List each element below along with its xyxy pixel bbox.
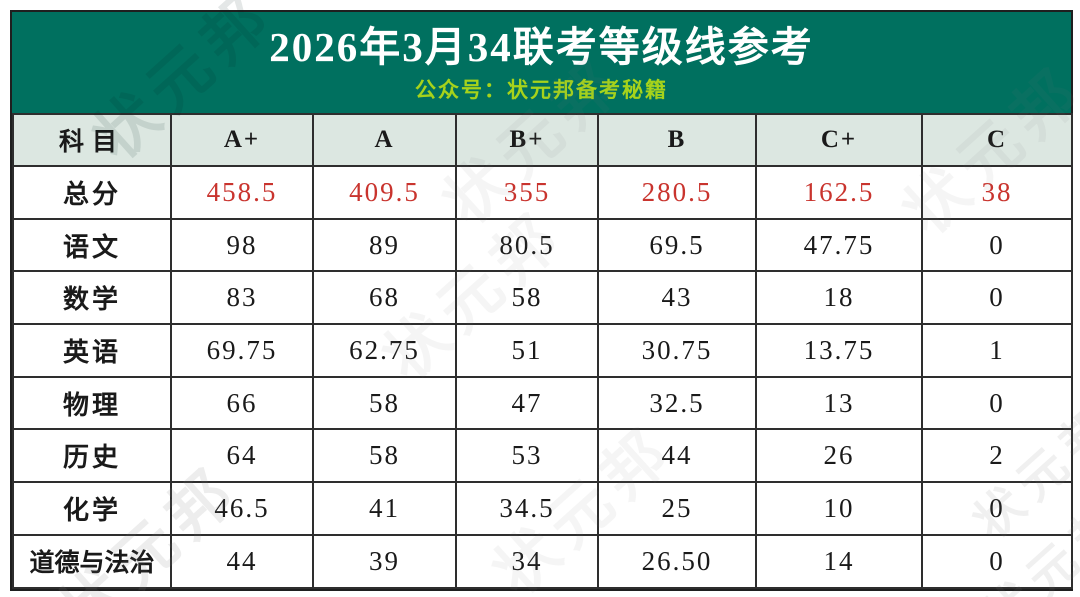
score-cell: 89 (312, 217, 457, 273)
subject-cell: 化学 (12, 481, 172, 536)
score-cell: 43 (597, 270, 757, 326)
score-cell: 0 (921, 217, 1073, 273)
score-cell: 98 (170, 217, 314, 273)
subject-cell: 物理 (12, 375, 172, 431)
score-cell: 66 (170, 375, 314, 431)
score-cell: 34 (455, 533, 599, 589)
score-cell: 30.75 (597, 323, 757, 378)
table-row: 英语 69.75 62.75 51 30.75 13.75 1 (12, 323, 1073, 378)
score-cell: 44 (597, 428, 757, 484)
subject-cell: 数学 (12, 270, 172, 326)
score-cell: 1 (921, 323, 1073, 378)
score-cell: 10 (755, 481, 923, 536)
page-title: 2026年3月34联考等级线参考 (269, 24, 814, 70)
score-cell: 18 (755, 270, 923, 326)
grade-table: 科目 A+ A B+ B C+ C 总分 458.5 409.5 355 280.5 16… (12, 113, 1073, 589)
score-cell: 0 (921, 533, 1073, 589)
score-cell: 355 (455, 165, 599, 220)
subject-cell: 道德与法治 (12, 533, 172, 589)
score-cell: 0 (921, 375, 1073, 431)
score-cell: 47.75 (755, 217, 923, 273)
table-row: 数学 83 68 58 43 18 0 (12, 270, 1073, 326)
subject-cell: 历史 (12, 428, 172, 484)
score-cell: 0 (921, 270, 1073, 326)
score-cell: 58 (455, 270, 599, 326)
table-row: 语文 98 89 80.5 69.5 47.75 0 (12, 217, 1073, 273)
column-header-c: C (921, 113, 1073, 167)
score-cell: 41 (312, 481, 457, 536)
table-row: 历史 64 58 53 44 26 2 (12, 428, 1073, 484)
score-cell: 280.5 (597, 165, 757, 220)
score-cell: 26 (755, 428, 923, 484)
score-cell: 47 (455, 375, 599, 431)
table-row: 总分 458.5 409.5 355 280.5 162.5 38 (12, 165, 1073, 220)
score-cell: 409.5 (312, 165, 457, 220)
score-cell: 14 (755, 533, 923, 589)
table-row: 物理 66 58 47 32.5 13 0 (12, 375, 1073, 431)
column-header-b: B (597, 113, 757, 167)
subject-cell: 语文 (12, 217, 172, 273)
score-cell: 26.50 (597, 533, 757, 589)
score-cell: 25 (597, 481, 757, 536)
score-cell: 458.5 (170, 165, 314, 220)
score-cell: 51 (455, 323, 599, 378)
score-cell: 2 (921, 428, 1073, 484)
score-cell: 44 (170, 533, 314, 589)
score-cell: 39 (312, 533, 457, 589)
score-cell: 0 (921, 481, 1073, 536)
score-cell: 69.75 (170, 323, 314, 378)
score-cell: 58 (312, 428, 457, 484)
score-cell: 68 (312, 270, 457, 326)
score-cell: 13.75 (755, 323, 923, 378)
column-header-row: 科目 A+ A B+ B C+ C (12, 113, 1073, 167)
score-cell: 46.5 (170, 481, 314, 536)
column-header-b-plus: B+ (455, 113, 599, 167)
table-row: 化学 46.5 41 34.5 25 10 0 (12, 481, 1073, 536)
title-banner: 2026年3月34联考等级线参考 公众号：状元邦备考秘籍 (12, 12, 1071, 113)
score-cell: 13 (755, 375, 923, 431)
score-cell: 38 (921, 165, 1073, 220)
worksheet: 2026年3月34联考等级线参考 公众号：状元邦备考秘籍 科目 A+ A B+ … (10, 10, 1073, 591)
score-cell: 32.5 (597, 375, 757, 431)
column-header-subject: 科目 (12, 113, 172, 167)
page-subtitle: 公众号：状元邦备考秘籍 (415, 78, 668, 102)
score-cell: 62.75 (312, 323, 457, 378)
column-header-a: A (312, 113, 457, 167)
subject-cell: 总分 (12, 165, 172, 220)
score-cell: 80.5 (455, 217, 599, 273)
score-cell: 58 (312, 375, 457, 431)
score-cell: 162.5 (755, 165, 923, 220)
column-header-a-plus: A+ (170, 113, 314, 167)
score-cell: 83 (170, 270, 314, 326)
score-cell: 64 (170, 428, 314, 484)
score-cell: 69.5 (597, 217, 757, 273)
table-row: 道德与法治 44 39 34 26.50 14 0 (12, 533, 1073, 589)
score-cell: 34.5 (455, 481, 599, 536)
column-header-c-plus: C+ (755, 113, 923, 167)
score-cell: 53 (455, 428, 599, 484)
subject-cell: 英语 (12, 323, 172, 378)
